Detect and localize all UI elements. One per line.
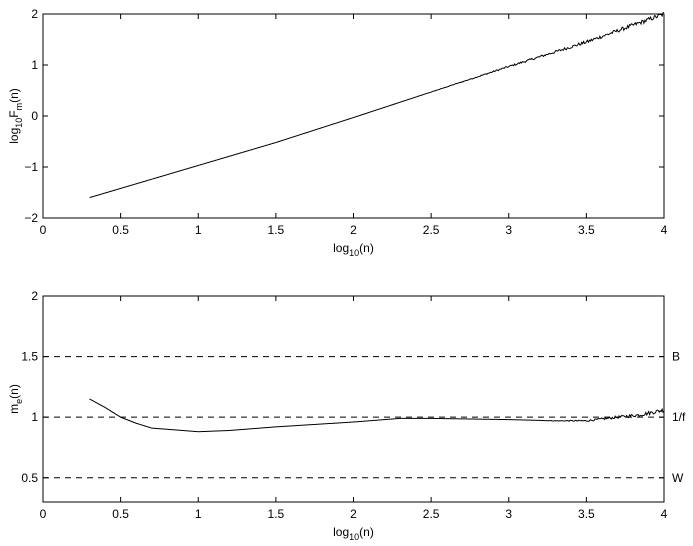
bottom-y-tick-label: 1.5: [21, 350, 38, 364]
bottom-x-tick-label: 2.5: [423, 507, 440, 521]
bottom-series-line: [89, 398, 665, 433]
bottom-x-tick-label: 4: [661, 507, 668, 521]
top-y-tick-label: 0: [31, 109, 38, 123]
bottom-x-tick-label: 3: [505, 507, 512, 521]
bottom-y-tick-label: 2: [31, 289, 38, 303]
top-x-tick-label: 1: [195, 223, 202, 237]
top-y-axis-label: log10Fm(n): [7, 88, 24, 144]
top-chart-fluctuation: 0 0.5 1 1.5 2 2.5 3 3.5 4 −2 −1 0 1 2 log10(n) log10Fm(…: [7, 7, 668, 258]
bottom-x-tick-label: 0: [40, 507, 47, 521]
bottom-x-axis-label: log10(n): [333, 525, 374, 542]
top-x-tick-label: 2: [350, 223, 357, 237]
bottom-x-tick-label: 2: [350, 507, 357, 521]
top-x-tick-label: 3.5: [578, 223, 595, 237]
bottom-x-tick-label: 1.5: [268, 507, 285, 521]
top-x-tick-label: 1.5: [268, 223, 285, 237]
top-x-axis-label: log10(n): [333, 241, 374, 258]
reference-label: B: [672, 350, 680, 364]
top-y-tick-label: −1: [24, 160, 38, 174]
top-y-tick-label: −2: [24, 211, 38, 225]
bottom-x-tick-label: 3.5: [578, 507, 595, 521]
bottom-x-tick-label: 1: [195, 507, 202, 521]
top-x-tick-label: 0: [40, 223, 47, 237]
reference-label: 1/f: [672, 410, 686, 424]
bottom-plot-frame: [42, 295, 665, 503]
top-plot-frame: [42, 13, 665, 219]
top-y-tick-label: 2: [31, 7, 38, 21]
top-y-tick-label: 1: [31, 58, 38, 72]
top-x-tick-label: 3: [505, 223, 512, 237]
top-x-tick-label: 2.5: [423, 223, 440, 237]
top-x-tick-label: 4: [661, 223, 668, 237]
bottom-y-tick-label: 1: [31, 410, 38, 424]
bottom-y-tick-label: 0.5: [21, 471, 38, 485]
bottom-y-axis-label: me(n): [7, 384, 24, 414]
reference-label: W: [672, 471, 684, 485]
top-series-line: [89, 12, 665, 199]
bottom-x-tick-label: 0.5: [112, 507, 129, 521]
top-x-tick-label: 0.5: [112, 223, 129, 237]
